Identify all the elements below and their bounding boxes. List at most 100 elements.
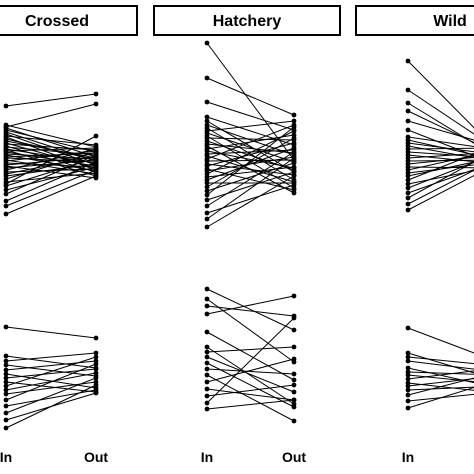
pair-line-crossed-top-25 bbox=[5, 156, 97, 166]
strip-title-hatchery: Hatchery bbox=[213, 13, 282, 30]
point-hatchery-bottom-in-15 bbox=[204, 406, 210, 412]
point-hatchery-bottom-in-2 bbox=[204, 303, 210, 309]
pair-line-wild-top-0 bbox=[407, 60, 474, 129]
point-crossed-top-in-40 bbox=[3, 124, 9, 130]
pair-line-wild-bottom-0 bbox=[407, 327, 474, 354]
point-crossed-top-out-41 bbox=[93, 133, 99, 139]
pair-line-crossed-bottom-7 bbox=[5, 381, 97, 393]
pair-line-crossed-top-22 bbox=[5, 159, 97, 175]
point-wild-top-in-23 bbox=[405, 190, 411, 196]
point-wild-top-in-20 bbox=[405, 177, 411, 183]
point-hatchery-bottom-in-4 bbox=[204, 329, 210, 335]
point-wild-bottom-in-13 bbox=[405, 405, 411, 411]
point-wild-bottom-in-7 bbox=[405, 376, 411, 382]
pair-line-hatchery-bottom-14 bbox=[206, 317, 295, 404]
pair-line-wild-bottom-7 bbox=[407, 370, 474, 380]
panel-crossed: Crossed In Out bbox=[0, 5, 138, 465]
pair-line-hatchery-top-33 bbox=[206, 184, 295, 214]
point-crossed-bottom-in-4 bbox=[3, 367, 9, 373]
point-hatchery-top-in-28 bbox=[204, 184, 210, 190]
strip-title-wild: Wild bbox=[433, 13, 467, 30]
pair-line-crossed-bottom-11 bbox=[5, 363, 97, 401]
point-hatchery-bottom-out-6 bbox=[291, 344, 297, 350]
pair-line-wild-top-25 bbox=[407, 169, 474, 205]
pair-line-wild-bottom-10 bbox=[407, 386, 474, 391]
point-hatchery-bottom-in-8 bbox=[204, 360, 210, 366]
point-crossed-bottom-out-2 bbox=[93, 350, 99, 356]
pair-line-hatchery-top-12 bbox=[206, 143, 295, 154]
pair-line-hatchery-bottom-1 bbox=[206, 298, 295, 363]
pair-line-hatchery-top-7 bbox=[206, 120, 295, 132]
pair-line-crossed-top-41 bbox=[5, 135, 97, 185]
point-hatchery-top-in-33 bbox=[204, 210, 210, 216]
pair-line-wild-top-20 bbox=[407, 153, 474, 181]
pair-line-wild-top-6 bbox=[407, 136, 474, 148]
lines-crossed bbox=[3, 91, 99, 431]
pair-line-wild-top-2 bbox=[407, 102, 474, 144]
pair-line-hatchery-bottom-7 bbox=[206, 356, 295, 393]
point-hatchery-top-out-33 bbox=[291, 182, 297, 188]
point-hatchery-top-out-32 bbox=[291, 149, 297, 155]
point-crossed-top-in-36 bbox=[3, 191, 9, 197]
point-hatchery-top-in-29 bbox=[204, 188, 210, 194]
point-crossed-top-in-37 bbox=[3, 198, 9, 204]
pair-line-crossed-top-39 bbox=[5, 175, 97, 215]
pair-line-crossed-bottom-3 bbox=[5, 364, 97, 377]
pair-line-hatchery-top-35 bbox=[206, 175, 295, 228]
point-hatchery-top-out-25 bbox=[291, 164, 297, 170]
pair-line-wild-bottom-3 bbox=[407, 360, 474, 370]
pair-line-hatchery-bottom-5 bbox=[206, 346, 295, 405]
point-hatchery-top-in-30 bbox=[204, 192, 210, 198]
point-hatchery-bottom-in-12 bbox=[204, 386, 210, 392]
pair-line-hatchery-bottom-10 bbox=[206, 374, 295, 422]
point-crossed-top-out-36 bbox=[93, 152, 99, 158]
pair-line-hatchery-top-1 bbox=[206, 77, 295, 116]
pair-line-hatchery-bottom-0 bbox=[206, 288, 295, 331]
point-hatchery-top-out-21 bbox=[291, 140, 297, 146]
pair-line-hatchery-bottom-3 bbox=[206, 295, 295, 315]
point-hatchery-bottom-out-4 bbox=[291, 377, 297, 383]
point-wild-bottom-in-6 bbox=[405, 372, 411, 378]
strip-hatchery bbox=[153, 5, 341, 36]
point-hatchery-top-out-7 bbox=[291, 118, 297, 124]
pair-line-wild-bottom-11 bbox=[407, 377, 474, 396]
point-wild-bottom-in-0 bbox=[405, 325, 411, 331]
point-hatchery-bottom-out-14 bbox=[291, 315, 297, 321]
pair-line-hatchery-top-5 bbox=[206, 124, 295, 156]
pair-line-hatchery-bottom-13 bbox=[206, 384, 295, 397]
point-wild-top-in-26 bbox=[405, 207, 411, 213]
x-tick-in-wild: In bbox=[402, 449, 414, 465]
point-hatchery-bottom-out-8 bbox=[291, 404, 297, 410]
point-hatchery-top-out-24 bbox=[291, 128, 297, 134]
pair-line-hatchery-top-28 bbox=[206, 137, 295, 188]
point-hatchery-top-in-1 bbox=[204, 75, 210, 81]
point-hatchery-top-out-28 bbox=[291, 135, 297, 141]
point-hatchery-top-in-34 bbox=[204, 216, 210, 222]
point-wild-bottom-in-2 bbox=[405, 354, 411, 360]
point-crossed-top-in-39 bbox=[3, 211, 9, 217]
pair-line-wild-top-21 bbox=[407, 170, 474, 185]
point-crossed-top-out-38 bbox=[93, 167, 99, 173]
point-crossed-bottom-in-9 bbox=[3, 387, 9, 393]
pair-line-hatchery-bottom-12 bbox=[206, 388, 295, 401]
point-crossed-top-in-38 bbox=[3, 203, 9, 209]
pair-line-crossed-bottom-2 bbox=[5, 352, 97, 362]
point-hatchery-bottom-in-11 bbox=[204, 379, 210, 385]
pair-line-hatchery-top-20 bbox=[206, 163, 295, 176]
pair-line-wild-top-24 bbox=[407, 161, 474, 199]
point-hatchery-bottom-in-1 bbox=[204, 296, 210, 302]
point-crossed-top-out-39 bbox=[93, 173, 99, 179]
point-hatchery-bottom-out-3 bbox=[291, 293, 297, 299]
point-wild-bottom-in-3 bbox=[405, 358, 411, 364]
point-wild-top-in-0 bbox=[405, 58, 411, 64]
pair-line-crossed-bottom-0 bbox=[5, 326, 97, 339]
point-crossed-bottom-out-6 bbox=[93, 366, 99, 372]
point-wild-bottom-in-4 bbox=[405, 365, 411, 371]
point-hatchery-bottom-in-3 bbox=[204, 311, 210, 317]
strip-title-crossed: Crossed bbox=[25, 13, 89, 30]
pair-line-wild-top-23 bbox=[407, 169, 474, 194]
strip-wild bbox=[355, 5, 474, 36]
pair-line-wild-top-19 bbox=[407, 161, 474, 177]
point-hatchery-bottom-out-0 bbox=[291, 327, 297, 333]
panel-hatchery: Hatchery In Out bbox=[153, 5, 341, 465]
